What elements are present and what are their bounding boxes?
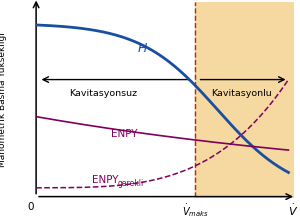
Text: Kavitasyonlu: Kavitasyonlu: [212, 89, 272, 98]
Text: gerekli: gerekli: [118, 180, 144, 188]
Text: Manometrik Basma Yüksekliği: Manometrik Basma Yüksekliği: [0, 32, 7, 167]
Text: $\dot{V}$: $\dot{V}$: [288, 202, 298, 218]
Text: 0: 0: [28, 202, 34, 213]
Text: $\dot{V}_{maks}$: $\dot{V}_{maks}$: [182, 202, 208, 219]
Text: ENPY: ENPY: [92, 175, 118, 185]
Text: ENPY: ENPY: [111, 129, 138, 139]
Text: $H$: $H$: [136, 42, 148, 55]
Text: Kavitasyonsuz: Kavitasyonsuz: [69, 89, 137, 98]
